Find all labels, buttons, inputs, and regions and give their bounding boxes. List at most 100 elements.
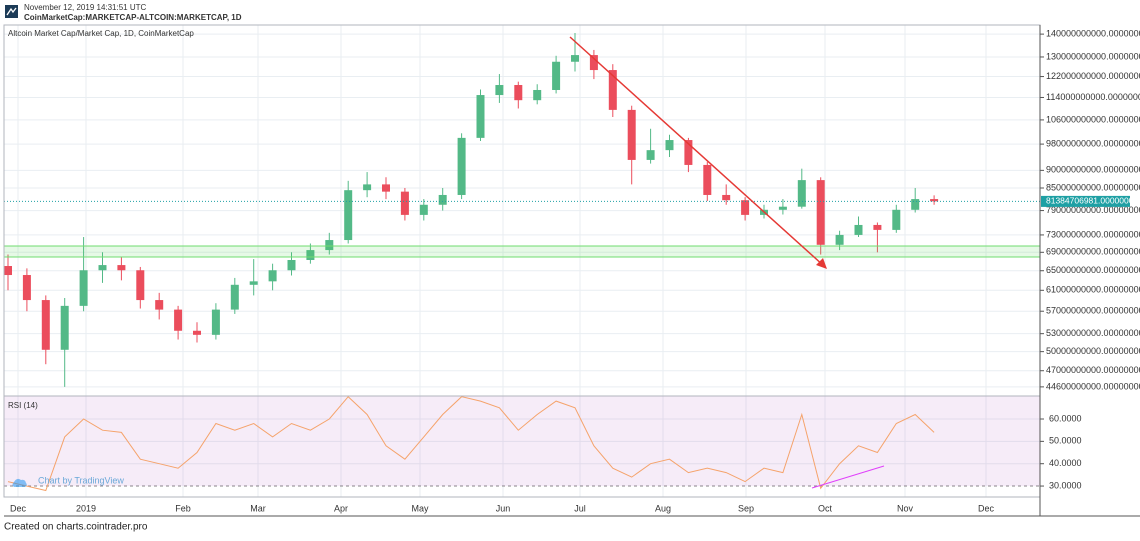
watermark-logo	[12, 478, 27, 487]
candle-body	[665, 140, 674, 151]
candle-body	[98, 265, 107, 271]
candle-body	[495, 85, 504, 96]
y-tick-label: 50000000000.0000000000	[1046, 346, 1140, 356]
time-tick-label: Mar	[250, 503, 266, 513]
candle-body	[60, 305, 69, 350]
y-tick-label: 90000000000.0000000000	[1046, 165, 1140, 175]
time-tick-label: Dec	[978, 503, 995, 513]
candle-body	[552, 61, 561, 90]
y-tick-label: 65000000000.0000000000	[1046, 265, 1140, 275]
candle-body	[325, 240, 334, 251]
candle-body	[741, 200, 750, 215]
candle-body	[363, 184, 372, 191]
candle-body	[438, 194, 447, 205]
candle-body	[930, 199, 939, 202]
candle-body	[22, 275, 31, 301]
y-tick-label: 47000000000.0000000000	[1046, 365, 1140, 375]
candle-body	[382, 184, 390, 192]
candle-body	[174, 309, 183, 331]
y-tick-label: 69000000000.0000000000	[1046, 247, 1140, 257]
y-tick-label: 60.0000	[1049, 413, 1082, 423]
header-symbol: CoinMarketCap:MARKETCAP-ALTCOIN:MARKETCA…	[24, 13, 242, 22]
header-date: November 12, 2019 14:31:51 UTC	[24, 3, 147, 12]
y-tick-label: 79000000000.0000000000	[1046, 205, 1140, 215]
candle-body	[419, 204, 428, 215]
time-tick-label: 2019	[76, 503, 96, 513]
candle-body	[854, 224, 863, 235]
support-zone	[3, 245, 1041, 258]
time-tick-label: Dec	[10, 503, 27, 513]
y-tick-label: 40.0000	[1049, 458, 1082, 468]
candle-body	[911, 199, 920, 210]
candle-body	[136, 270, 145, 301]
last-price-box	[1041, 195, 1130, 207]
y-tick-label: 130000000000.0000000000	[1046, 51, 1140, 61]
logo-mark	[6, 7, 17, 16]
candle-body	[117, 265, 126, 271]
y-tick-label: 98000000000.0000000000	[1046, 138, 1140, 148]
candle-body	[211, 309, 220, 335]
y-tick-label: 57000000000.0000000000	[1046, 306, 1140, 316]
candle-body	[816, 180, 825, 245]
candle-body	[873, 224, 882, 230]
candle-body	[79, 270, 88, 306]
candle-body	[155, 300, 164, 310]
time-tick-label: Apr	[334, 503, 348, 513]
rsi-divergence-line	[811, 465, 885, 489]
y-tick-label: 106000000000.0000000000	[1046, 114, 1140, 124]
time-tick-label: Aug	[655, 503, 671, 513]
candle-body	[892, 209, 901, 230]
candle-body	[778, 206, 787, 210]
mark-layer	[4, 33, 1040, 492]
candle-body	[249, 281, 258, 285]
y-tick-label: 140000000000.0000000000	[1046, 28, 1140, 38]
candle-body	[589, 55, 598, 71]
y-tick-label: 30.0000	[1049, 480, 1082, 490]
last-price-label: 81384706981.0000000000	[1046, 196, 1140, 206]
candle-body	[608, 70, 617, 110]
trend-arrow-head	[816, 258, 827, 269]
candle-body	[646, 150, 655, 160]
candle-body	[684, 140, 693, 165]
y-tick-label: 44600000000.0000000000	[1046, 381, 1140, 391]
y-tick-label: 53000000000.0000000000	[1046, 328, 1140, 338]
logo	[5, 5, 18, 18]
candle-body	[457, 137, 466, 195]
time-tick-label: Feb	[175, 503, 191, 513]
candle-body	[703, 164, 712, 195]
candle-body	[193, 330, 201, 335]
time-tick-label: May	[411, 503, 429, 513]
candle-body	[287, 260, 296, 271]
main-title: Altcoin Market Cap/Market Cap, 1D, CoinM…	[8, 29, 194, 38]
y-tick-label: 85000000000.0000000000	[1046, 182, 1140, 192]
watermark: Chart by TradingView	[38, 475, 124, 485]
candle-body	[230, 284, 239, 310]
candle-body	[835, 234, 844, 245]
time-tick-label: Oct	[818, 503, 833, 513]
time-tick-label: Jul	[574, 503, 586, 513]
y-tick-label: 50.0000	[1049, 436, 1082, 446]
candle-body	[571, 55, 579, 62]
y-tick-label: 114000000000.0000000000	[1046, 92, 1140, 102]
candle-body	[344, 190, 353, 241]
footer: Created on charts.cointrader.pro	[4, 522, 148, 533]
y-tick-label: 61000000000.0000000000	[1046, 285, 1140, 295]
candle-body	[722, 194, 731, 201]
candle-body	[627, 109, 636, 160]
candle-body	[306, 250, 315, 261]
candle-body	[400, 191, 409, 215]
candle-body	[4, 266, 12, 276]
y-tick-label: 122000000000.0000000000	[1046, 71, 1140, 81]
candle-body	[533, 89, 542, 101]
rsi-title: RSI (14)	[8, 401, 38, 410]
candle-body	[514, 85, 523, 101]
candle-body	[268, 270, 277, 282]
grid-layer	[4, 25, 1044, 497]
trend-arrow	[569, 36, 825, 267]
candle-body	[41, 300, 50, 350]
rsi-line	[7, 395, 935, 492]
candle-body	[476, 95, 485, 138]
